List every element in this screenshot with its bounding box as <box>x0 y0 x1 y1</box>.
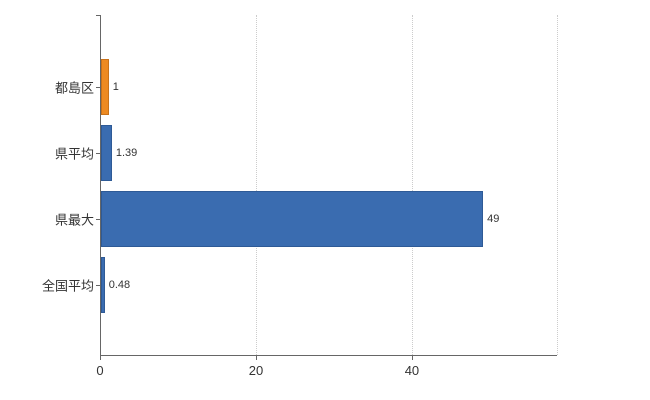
plot-right-boundary-gridline <box>557 15 558 355</box>
x-axis-tick <box>255 356 257 360</box>
x-tick-label: 40 <box>404 363 420 378</box>
y-axis-end-tick <box>96 15 100 16</box>
value-label: 0.48 <box>108 279 131 291</box>
x-tick-label: 0 <box>96 363 104 378</box>
category-label: 全国平均 <box>41 278 94 294</box>
value-label: 1.39 <box>115 147 138 159</box>
y-axis-tick <box>96 153 100 154</box>
category-label: 県最大 <box>54 212 94 228</box>
category-label: 県平均 <box>54 146 94 162</box>
x-tick-label: 20 <box>248 363 264 378</box>
y-axis-tick <box>96 219 100 220</box>
value-label: 49 <box>487 213 500 225</box>
category-label: 都島区 <box>54 80 94 96</box>
gridline <box>411 15 413 355</box>
y-axis-tick <box>96 87 100 88</box>
bar-全国平均 <box>101 257 105 313</box>
x-axis <box>100 355 557 356</box>
x-axis-tick <box>411 356 413 360</box>
x-axis-tick <box>100 356 101 360</box>
bar-県最大 <box>101 191 484 247</box>
y-axis <box>100 15 101 356</box>
value-label: 1 <box>112 81 119 93</box>
bar-県平均 <box>101 125 112 181</box>
y-axis-tick <box>96 285 100 286</box>
bar-都島区 <box>101 59 109 115</box>
gridline <box>255 15 257 355</box>
